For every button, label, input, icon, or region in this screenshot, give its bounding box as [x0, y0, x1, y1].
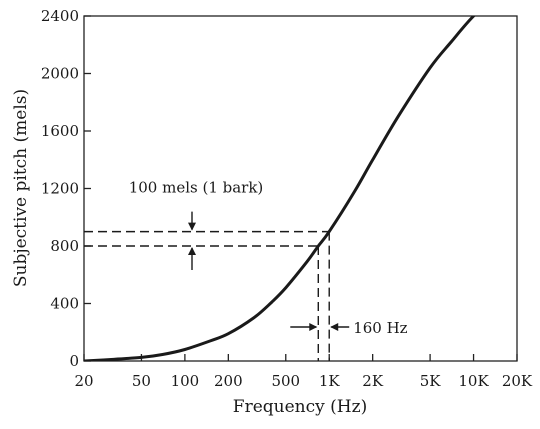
x-axis-ticks: 20 50 100 200 500 1K 2K 5K 10K 20K — [74, 354, 533, 390]
arrow-right-head — [309, 323, 318, 331]
arrow-left-head — [330, 323, 339, 331]
x-tick-label: 20K — [502, 372, 533, 390]
arrow-up-head — [188, 247, 196, 255]
y-tick-label: 800 — [50, 237, 79, 255]
y-tick-label: 1600 — [41, 122, 79, 140]
x-tick-label: 1K — [319, 372, 341, 390]
y-tick-label: 2400 — [41, 7, 79, 25]
y-axis-title: Subjective pitch (mels) — [11, 89, 31, 287]
arrow-down-head — [188, 222, 196, 231]
x-tick-label: 5K — [420, 372, 442, 390]
series-line — [84, 16, 476, 361]
annotation-hz: 160 Hz — [353, 319, 407, 337]
x-tick-label: 500 — [271, 372, 300, 390]
y-axis-ticks: 0 400 800 1200 1600 2000 2400 — [41, 7, 91, 370]
x-tick-label: 100 — [171, 372, 200, 390]
y-tick-label: 0 — [69, 352, 79, 370]
x-tick-label: 200 — [214, 372, 243, 390]
x-tick-label: 2K — [362, 372, 384, 390]
y-tick-label: 1200 — [41, 180, 79, 198]
x-tick-label: 20 — [74, 372, 93, 390]
x-axis-title: Frequency (Hz) — [233, 397, 367, 417]
x-tick-label: 50 — [132, 372, 151, 390]
y-tick-label: 2000 — [41, 65, 79, 83]
annotation-mels: 100 mels (1 bark) — [129, 179, 264, 197]
annotations: 100 mels (1 bark) 160 Hz — [84, 179, 408, 361]
y-tick-label: 400 — [50, 295, 79, 313]
x-tick-label: 10K — [458, 372, 489, 390]
